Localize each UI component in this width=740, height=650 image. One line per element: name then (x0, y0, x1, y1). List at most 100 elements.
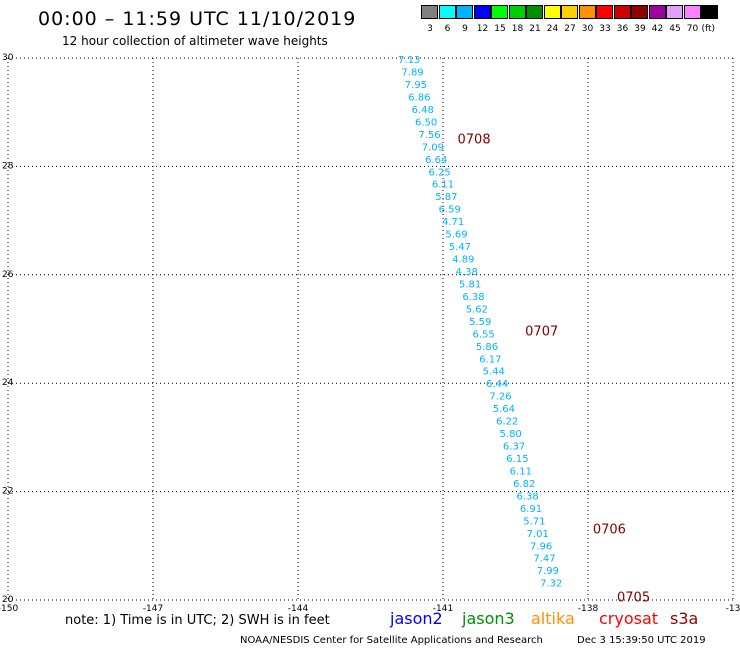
satellite-label: jason3 (462, 609, 515, 628)
wave-height-value: 6.59 (439, 205, 461, 216)
legend-label: 45 (669, 24, 681, 34)
wave-height-value: 6.38 (462, 292, 484, 303)
wave-height-value: 6.82 (513, 479, 535, 490)
satellite-label: altika (531, 609, 575, 628)
wave-height-value: 4.38 (456, 267, 478, 278)
x-tick-label: -138 (578, 604, 599, 614)
y-tick-label: 20 (2, 595, 14, 605)
legend-label: 39 (634, 24, 646, 34)
legend-swatch (438, 5, 456, 19)
wave-height-value: 5.69 (445, 230, 467, 241)
legend-swatch (596, 5, 613, 19)
wave-height-value: 6.22 (496, 417, 518, 428)
x-tick-label: -150 (0, 604, 18, 614)
y-tick-label: 24 (2, 378, 14, 388)
wave-height-value: 5.47 (449, 242, 471, 253)
legend-swatch (473, 5, 491, 19)
legend-swatch (578, 5, 596, 19)
legend-swatch (666, 5, 683, 19)
wave-height-value: 6.64 (425, 155, 447, 166)
wave-height-value: 6.91 (520, 504, 542, 515)
legend-swatch (683, 5, 701, 19)
wave-height-value: 6.38 (516, 491, 538, 502)
legend-label: 33 (599, 24, 611, 34)
wave-height-value: 5.87 (435, 192, 457, 203)
wave-height-value: 6.25 (428, 167, 450, 178)
legend-label: 12 (476, 24, 489, 34)
legend-label: 21 (529, 24, 541, 34)
wave-height-value: 7.47 (533, 554, 555, 565)
legend-swatch (508, 5, 526, 19)
satellite-label: s3a (670, 609, 699, 628)
wave-height-value: 5.44 (483, 367, 505, 378)
x-tick-label: -144 (288, 604, 309, 614)
legend-label: 24 (546, 24, 559, 34)
legend-swatch (613, 5, 631, 19)
legend-label: 27 (564, 24, 576, 34)
legend-label: 3 (427, 24, 433, 34)
wave-height-value: 7.99 (537, 566, 559, 577)
wave-height-value: 5.59 (469, 317, 491, 328)
wave-height-value: 5.64 (493, 404, 515, 415)
wave-height-value: 6.37 (503, 442, 525, 453)
wave-height-value: 6.48 (412, 105, 434, 116)
wave-height-value: 7.13 (398, 55, 420, 66)
legend-swatch (701, 5, 718, 19)
wave-height-value: 6.55 (472, 329, 494, 340)
credit-line: NOAA/NESDIS Center for Satellite Applica… (240, 635, 543, 646)
footer-note: note: 1) Time is in UTC; 2) SWH is in fe… (65, 613, 330, 628)
wave-height-value: 7.09 (422, 142, 444, 153)
chart-subtitle: 12 hour collection of altimeter wave hei… (62, 34, 328, 48)
y-tick-label: 30 (2, 53, 14, 63)
legend-label: 42 (651, 24, 664, 34)
x-tick-label: -13 (726, 604, 740, 614)
wave-height-value: 7.95 (405, 80, 427, 91)
wave-height-value: 7.26 (489, 392, 511, 403)
wave-height-value: 7.96 (530, 541, 552, 552)
legend-swatch (421, 5, 438, 19)
satellite-label: jason2 (390, 609, 443, 628)
wave-height-value: 6.17 (479, 354, 501, 365)
legend-label: 36 (616, 24, 629, 34)
wave-height-value: 6.50 (415, 117, 437, 128)
y-tick-label: 28 (2, 161, 14, 171)
track-time-label: 0706 (593, 523, 626, 538)
wave-height-value: 6.11 (432, 180, 454, 191)
x-tick-label: -147 (143, 604, 163, 614)
wave-height-value: 5.62 (466, 304, 488, 315)
wave-height-value: 7.56 (418, 130, 440, 141)
legend-swatch (543, 5, 561, 19)
wave-height-value: 5.86 (476, 342, 498, 353)
legend-swatch (456, 5, 473, 19)
x-tick-label: -141 (433, 604, 453, 614)
wave-height-value: 7.32 (540, 579, 562, 590)
wave-height-value: 6.11 (510, 466, 532, 477)
wave-height-value: 7.89 (401, 68, 423, 79)
legend-label: 15 (494, 24, 506, 34)
legend-swatch (561, 5, 578, 19)
legend-swatch (526, 5, 543, 19)
generated-timestamp: Dec 3 15:39:50 UTC 2019 (577, 635, 706, 646)
legend-swatch (648, 5, 666, 19)
chart-title: 00:00 – 11:59 UTC 11/10/2019 (38, 8, 357, 30)
legend-label: 9 (462, 24, 468, 34)
legend-unit: (ft) (701, 24, 716, 34)
wave-height-value: 6.86 (408, 92, 430, 103)
legend-swatch (631, 5, 648, 19)
y-tick-label: 26 (2, 270, 14, 280)
wave-height-value: 4.71 (442, 217, 464, 228)
wave-height-value: 6.15 (506, 454, 528, 465)
track-time-label: 0707 (525, 325, 558, 340)
wave-height-value: 5.71 (523, 516, 545, 527)
wave-height-value: 4.89 (452, 255, 474, 266)
wave-height-value: 5.81 (459, 279, 481, 290)
wave-height-value: 6.44 (486, 379, 508, 390)
wave-height-value: 5.80 (500, 429, 522, 440)
y-tick-label: 22 (2, 487, 13, 497)
track-time-label: 0705 (617, 590, 650, 605)
satellite-label: cryosat (599, 609, 659, 628)
track-time-label: 0708 (458, 132, 491, 147)
legend-label: 6 (444, 24, 451, 34)
legend-label: 30 (581, 24, 594, 34)
